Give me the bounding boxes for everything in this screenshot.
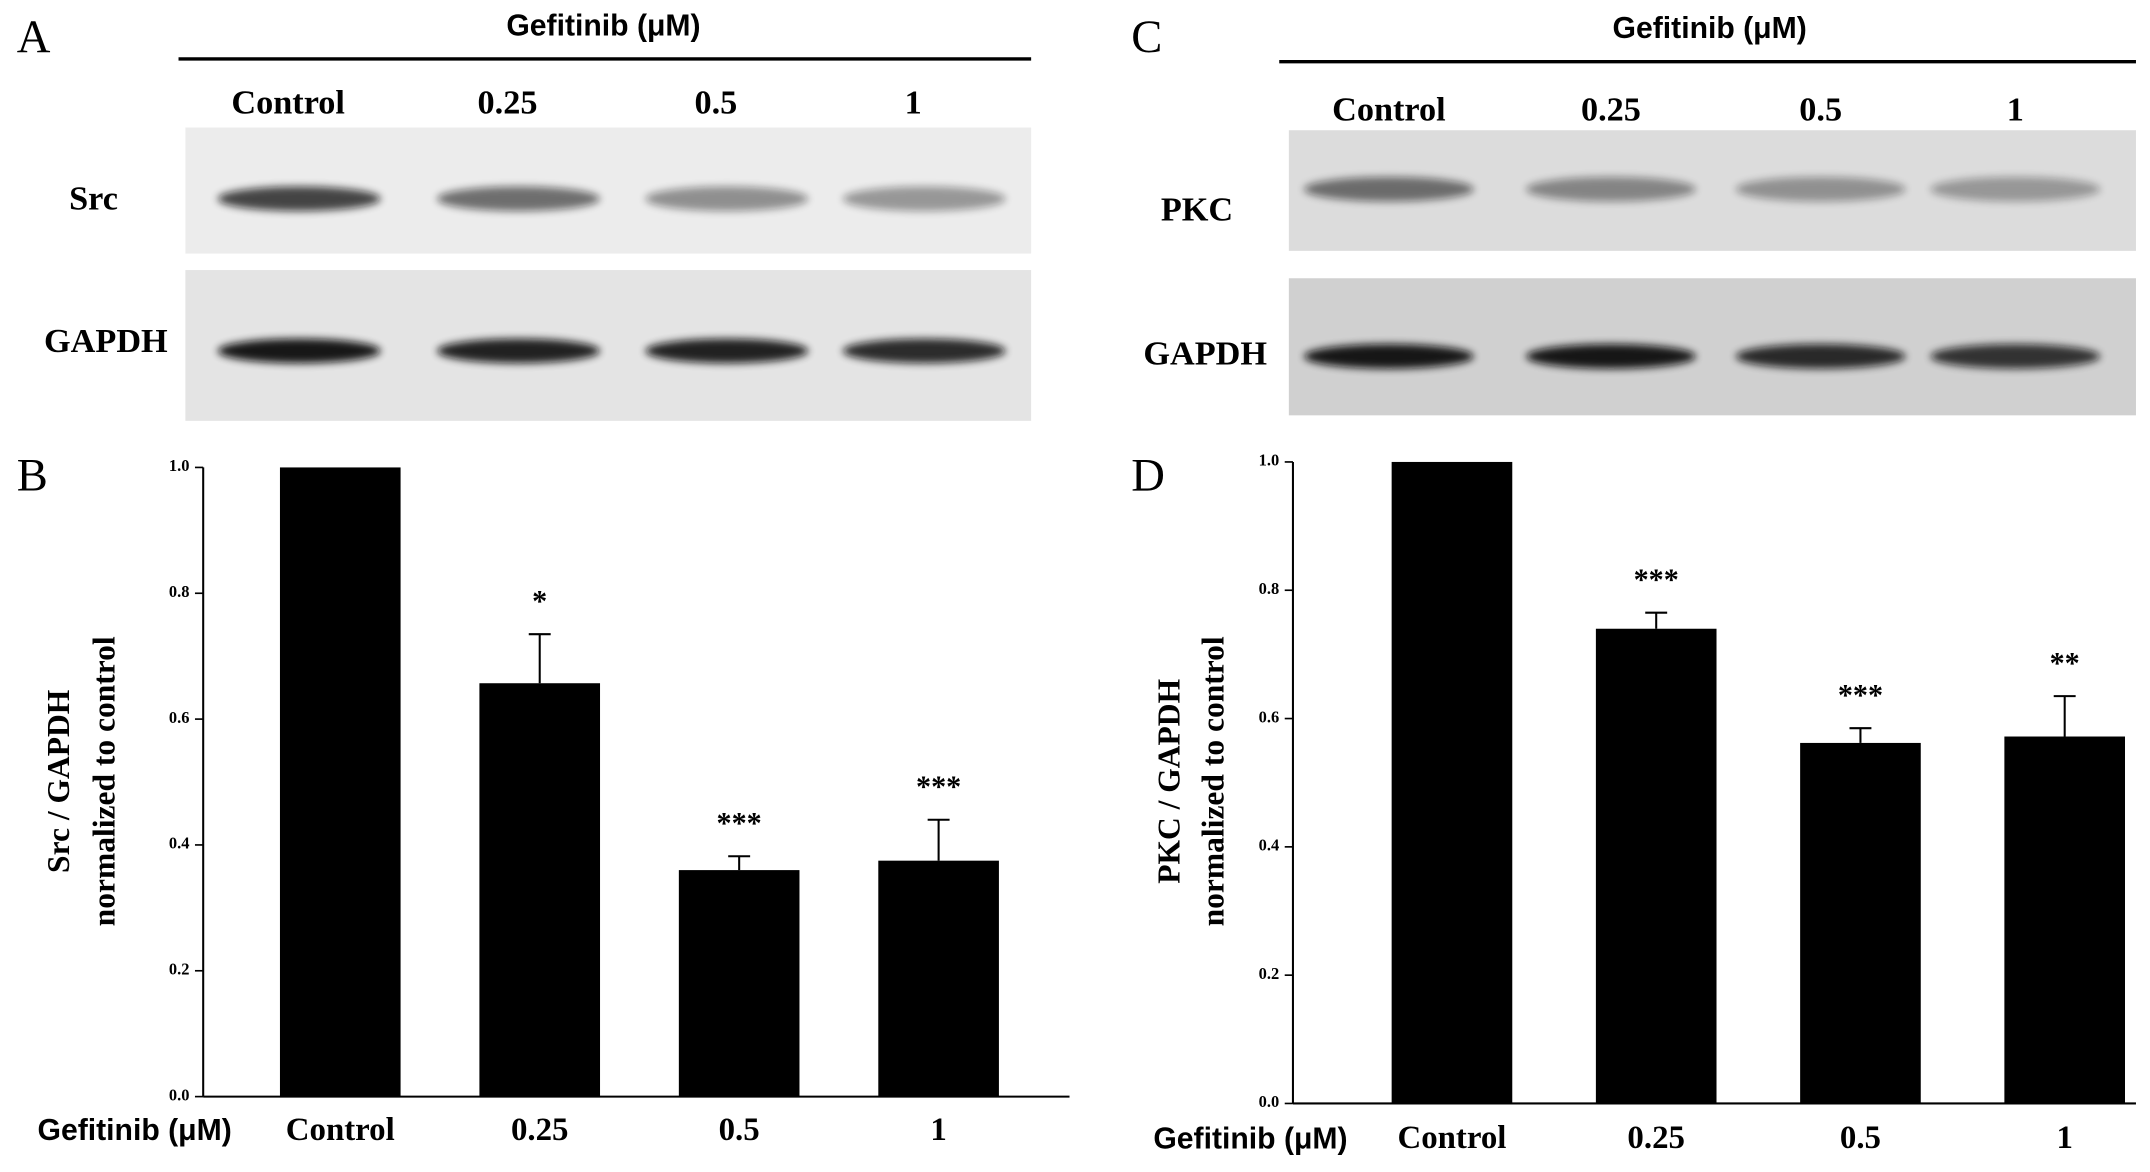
panel-letter: C [1131, 11, 1162, 63]
x-axis-label: Gefitinib (μM) [38, 1114, 232, 1147]
panel-letter: D [1131, 449, 1165, 501]
row-label: GAPDH [44, 322, 168, 360]
bar [1800, 742, 1921, 1104]
significance: * [532, 584, 547, 618]
lane-label: 1 [2007, 90, 2024, 128]
y-tick-label: 0.2 [1259, 964, 1280, 983]
x-tick-label: 0.25 [1627, 1120, 1685, 1156]
y-tick-label: 0.6 [169, 708, 190, 727]
y-tick-label: 0.4 [1259, 836, 1280, 855]
y-tick-label: 0.8 [1259, 579, 1280, 598]
y-axis-label: Src / GAPDH [41, 690, 76, 873]
bar [479, 683, 601, 1097]
panel-letter: B [17, 449, 48, 501]
y-axis-label: normalized to control [1195, 636, 1230, 926]
x-tick-label: 0.25 [511, 1112, 569, 1148]
significance: *** [717, 806, 762, 840]
blot-band [436, 186, 601, 212]
blot-band [1525, 176, 1696, 202]
lane-label: 0.5 [1799, 90, 1842, 128]
blot-band [842, 338, 1006, 364]
blot-band [217, 186, 381, 212]
lane-label: 0.25 [478, 83, 538, 121]
x-tick-label: 0.5 [1840, 1120, 1881, 1156]
row-label: GAPDH [1143, 334, 1267, 372]
bar [1595, 628, 1717, 1104]
blot-band [1930, 176, 2101, 202]
panel-letter: A [17, 11, 51, 63]
y-tick-label: 0.6 [1259, 707, 1280, 726]
lane-label: 0.5 [694, 83, 737, 121]
bar [1391, 461, 1513, 1104]
bar [878, 860, 999, 1097]
y-tick-label: 0.0 [1259, 1092, 1280, 1111]
y-tick-label: 0.2 [169, 960, 190, 979]
x-axis-label: Gefitinib (μM) [1153, 1122, 1347, 1155]
bar [279, 467, 401, 1097]
significance: *** [916, 770, 961, 804]
x-tick-label: 1 [2056, 1120, 2072, 1156]
x-tick-label: Control [1397, 1120, 1506, 1156]
blot-band [436, 338, 601, 364]
y-tick-label: 1.0 [169, 456, 190, 475]
y-tick-label: 0.8 [169, 582, 190, 601]
blot-band [1303, 344, 1474, 369]
x-tick-label: 1 [930, 1112, 946, 1148]
blot-band [842, 186, 1006, 212]
significance: *** [1634, 562, 1679, 596]
blot-header: Gefitinib (μM) [506, 9, 700, 42]
blot-band [217, 338, 381, 364]
row-label: Src [69, 179, 118, 217]
x-tick-label: Control [286, 1112, 395, 1148]
blot-band [1303, 176, 1474, 202]
blot-band [1525, 344, 1696, 369]
lane-label: 1 [905, 83, 922, 121]
blot-band [1735, 344, 1906, 369]
lane-label: 0.25 [1581, 90, 1641, 128]
lane-label: Control [1332, 90, 1446, 128]
blot-band [645, 186, 809, 212]
y-axis-label: PKC / GAPDH [1152, 679, 1187, 884]
row-label: PKC [1161, 190, 1233, 228]
y-tick-label: 1.0 [1259, 451, 1280, 470]
bar [678, 870, 800, 1097]
lane-label: Control [231, 83, 345, 121]
blot-band [1930, 344, 2101, 369]
blot-band [645, 338, 809, 364]
bar [2004, 736, 2126, 1104]
blot-header: Gefitinib (μM) [1613, 12, 1807, 45]
blot-band [1735, 176, 1906, 202]
y-tick-label: 0.4 [169, 834, 190, 853]
significance: ** [2050, 646, 2080, 680]
x-tick-label: 0.5 [719, 1112, 760, 1148]
y-tick-label: 0.0 [169, 1085, 190, 1104]
significance: *** [1838, 678, 1883, 712]
y-axis-label: normalized to control [86, 636, 121, 926]
